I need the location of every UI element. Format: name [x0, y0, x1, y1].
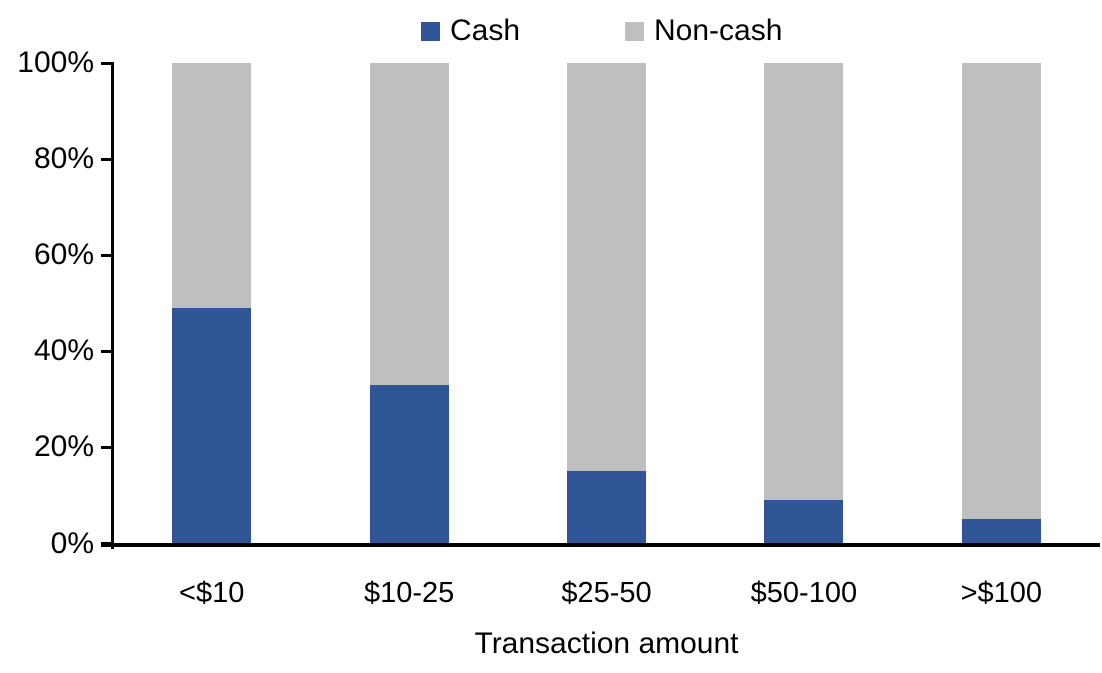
- legend-label-cash: Cash: [450, 14, 521, 47]
- legend-swatch-noncash-icon: [625, 21, 644, 41]
- x-axis-category-label: $25-50: [561, 577, 652, 609]
- y-axis-tick-label: 100%: [17, 46, 94, 79]
- y-axis-tick: [101, 445, 114, 449]
- bar-segment-cash: [961, 519, 1041, 544]
- y-axis-tick: [101, 253, 114, 257]
- bar-segment-non-cash: [172, 63, 252, 309]
- bar-segment-non-cash: [961, 63, 1041, 520]
- bar-segment-cash: [172, 308, 252, 544]
- y-axis-tick: [101, 61, 114, 65]
- x-axis-category-label: >$100: [960, 577, 1043, 609]
- bar-segment-non-cash: [567, 63, 646, 472]
- y-axis-line: [111, 63, 114, 549]
- x-axis-line: [101, 543, 1100, 547]
- bar-segment-non-cash: [369, 63, 449, 385]
- y-axis-tick: [101, 157, 114, 161]
- legend-item-cash: Cash: [421, 12, 520, 50]
- y-axis-tick-label: 40%: [33, 334, 94, 368]
- bar-segment-cash: [567, 471, 646, 544]
- legend-swatch-cash-icon: [421, 21, 440, 41]
- y-axis-tick-label: 20%: [33, 430, 94, 464]
- x-axis-category-label: $10-25: [363, 577, 455, 609]
- bar-segment-cash: [369, 384, 449, 544]
- bar-segment-cash: [764, 500, 844, 544]
- x-axis-category-label: $50-100: [750, 577, 858, 609]
- y-axis-tick-label: 60%: [33, 238, 94, 272]
- legend-label-noncash: Non-cash: [654, 14, 783, 47]
- y-axis-tick-label: 80%: [33, 142, 94, 176]
- legend-item-noncash: Non-cash: [625, 12, 782, 50]
- y-axis-tick-label: 0%: [50, 526, 94, 560]
- bar-segment-non-cash: [764, 63, 844, 501]
- y-axis-tick: [101, 349, 114, 353]
- x-axis-title: Transaction amount: [474, 627, 739, 660]
- x-axis-category-label: <$10: [179, 577, 245, 609]
